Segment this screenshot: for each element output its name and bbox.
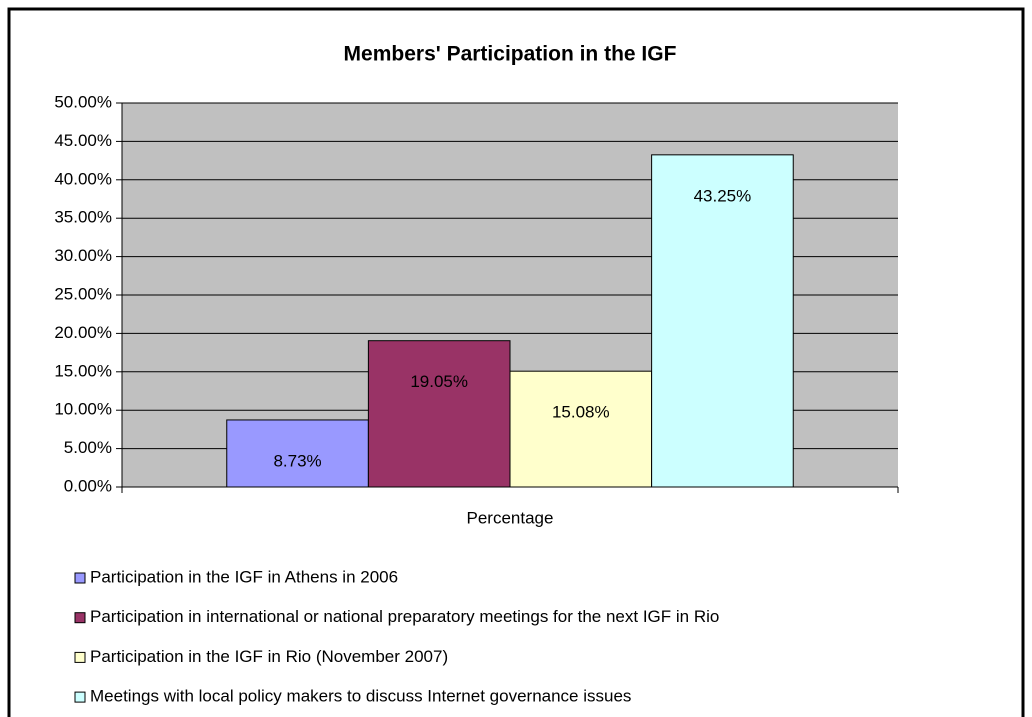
data-label: 43.25% bbox=[694, 186, 752, 205]
legend-swatch bbox=[74, 651, 86, 663]
legend-swatch bbox=[74, 572, 86, 584]
legend-label: Meetings with local policy makers to dis… bbox=[90, 687, 631, 706]
legend-label: Participation in the IGF in Rio (Novembe… bbox=[90, 647, 448, 666]
legend-swatch bbox=[74, 691, 86, 703]
y-tick-label: 40.00% bbox=[54, 169, 112, 188]
y-tick-label: 25.00% bbox=[54, 284, 112, 303]
y-tick-label: 30.00% bbox=[54, 246, 112, 265]
x-tick-label: Percentage bbox=[467, 508, 554, 527]
bar bbox=[367, 340, 511, 488]
y-tick-label: 45.00% bbox=[54, 131, 112, 150]
y-tick-label: 5.00% bbox=[64, 438, 112, 457]
legend-label: Participation in international or nation… bbox=[90, 607, 719, 626]
y-tick-label: 50.00% bbox=[54, 92, 112, 111]
y-tick-label: 15.00% bbox=[54, 361, 112, 380]
legend-label: Participation in the IGF in Athens in 20… bbox=[90, 567, 398, 586]
legend-swatch bbox=[74, 612, 86, 624]
y-tick-label: 10.00% bbox=[54, 400, 112, 419]
data-label: 15.08% bbox=[552, 403, 610, 422]
bar bbox=[651, 154, 794, 488]
y-tick-label: 35.00% bbox=[54, 208, 112, 227]
y-tick-label: 0.00% bbox=[64, 476, 112, 495]
data-label: 8.73% bbox=[273, 451, 321, 470]
bar bbox=[509, 370, 653, 488]
y-tick-label: 20.00% bbox=[54, 323, 112, 342]
chart-title: Members' Participation in the IGF bbox=[344, 43, 677, 66]
data-label: 19.05% bbox=[410, 372, 468, 391]
